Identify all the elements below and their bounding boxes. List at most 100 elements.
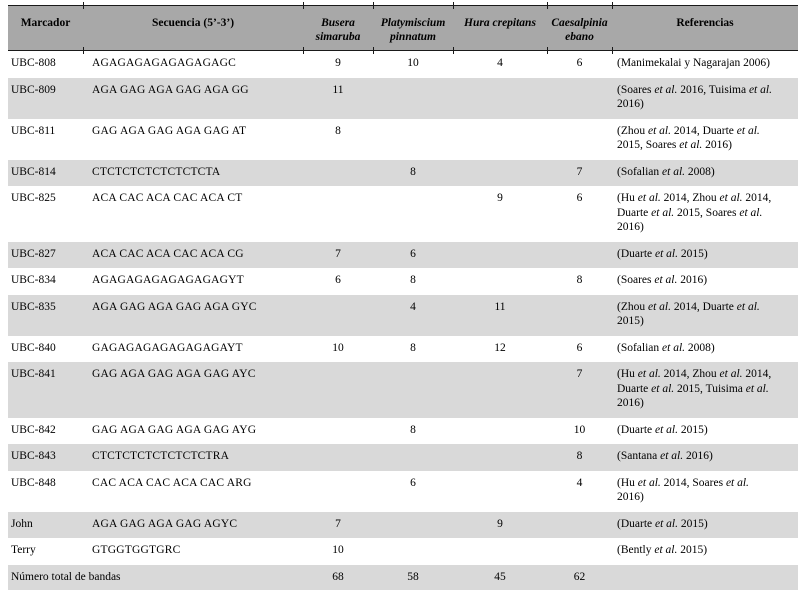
sequence-cell: CTCTCTCTCTCTCTCTA bbox=[83, 159, 303, 186]
references-cell: (Soares et al. 2016) bbox=[612, 268, 798, 295]
hura-count-cell bbox=[453, 538, 547, 565]
references-cell bbox=[612, 564, 798, 590]
busera-count-cell bbox=[303, 444, 373, 471]
table-row: UBC-848 CAC ACA CAC ACA CAC ARG 6 4 (Hu et a… bbox=[8, 470, 798, 512]
hura-count-cell: 45 bbox=[453, 564, 547, 590]
table-row: UBC-811 GAG AGA GAG AGA GAG AT 8 (Zhou et a… bbox=[8, 118, 798, 160]
marker-cell: Terry bbox=[8, 538, 83, 565]
sequence-cell: ACA CAC ACA CAC ACA CG bbox=[83, 241, 303, 268]
references-cell: (Sofalian et al. 2008) bbox=[612, 335, 798, 362]
table-row: UBC-835 AGA GAG AGA GAG AGA GYC 4 11 (Zhou e… bbox=[8, 294, 798, 336]
caesalpinia-count-cell: 6 bbox=[547, 50, 612, 78]
table-row: UBC-808 AGAGAGAGAGAGAGAGC 9 10 4 6 (Manimekala… bbox=[8, 50, 798, 78]
marker-cell: UBC-848 bbox=[8, 470, 83, 512]
marker-cell: UBC-808 bbox=[8, 50, 83, 78]
marker-cell: UBC-843 bbox=[8, 444, 83, 471]
caesalpinia-count-cell: 10 bbox=[547, 417, 612, 444]
col-header-caesalpinia-ebano: Caesalpinia ebano bbox=[546, 1, 612, 54]
hura-count-cell bbox=[453, 444, 547, 471]
platymiscium-count-cell: 6 bbox=[373, 470, 453, 512]
marker-cell: John bbox=[8, 511, 83, 538]
busera-count-cell bbox=[303, 294, 373, 336]
marker-cell: UBC-814 bbox=[8, 159, 83, 186]
sequence-cell: AGA GAG AGA GAG AGA GYC bbox=[83, 294, 303, 336]
platymiscium-count-cell: 58 bbox=[373, 564, 453, 590]
references-cell: (Santana et al. 2016) bbox=[612, 444, 798, 471]
sequence-cell: AGA GAG AGA GAG AGYC bbox=[83, 511, 303, 538]
sequence-cell: AGAGAGAGAGAGAGAGYT bbox=[83, 268, 303, 295]
caesalpinia-count-cell: 8 bbox=[547, 268, 612, 295]
references-cell: (Duarte et al. 2015) bbox=[612, 241, 798, 268]
col-header-busera-simaruba: Busera simaruba bbox=[302, 1, 373, 54]
table-row: UBC-814 CTCTCTCTCTCTCTCTA 8 7 (Sofalian et a… bbox=[8, 159, 798, 186]
sequence-cell: CAC ACA CAC ACA CAC ARG bbox=[83, 470, 303, 512]
caesalpinia-count-cell bbox=[547, 118, 612, 160]
table-row: UBC-842 GAG AGA GAG AGA GAG AYG 8 10 (Duarte… bbox=[8, 417, 798, 444]
hura-count-cell bbox=[453, 362, 547, 418]
references-cell: (Zhou et al. 2014, Duarte et al. 2015, S… bbox=[612, 118, 798, 160]
busera-count-cell: 7 bbox=[303, 241, 373, 268]
platymiscium-count-cell bbox=[373, 362, 453, 418]
col-header-platymiscium-pinnatum: Platymiscium pinnatum bbox=[372, 1, 453, 54]
platymiscium-count-cell bbox=[373, 77, 453, 119]
table-row: Número total de bandas 68 58 45 62 bbox=[8, 564, 798, 590]
table-row: UBC-841 GAG AGA GAG AGA GAG AYC 7 (Hu et al… bbox=[8, 362, 798, 418]
table-row: UBC-827 ACA CAC ACA CAC ACA CG 7 6 (Duarte e… bbox=[8, 241, 798, 268]
references-cell: (Duarte et al. 2015) bbox=[612, 511, 798, 538]
marker-cell: UBC-842 bbox=[8, 417, 83, 444]
hura-count-cell bbox=[453, 470, 547, 512]
col-header-marcador: Marcador bbox=[8, 5, 83, 51]
sequence-cell: GAG AGA GAG AGA GAG AYG bbox=[83, 417, 303, 444]
caesalpinia-count-cell: 8 bbox=[547, 444, 612, 471]
platymiscium-count-cell bbox=[373, 538, 453, 565]
caesalpinia-count-cell: 7 bbox=[547, 159, 612, 186]
hura-count-cell bbox=[453, 159, 547, 186]
references-cell: (Sofalian et al. 2008) bbox=[612, 159, 798, 186]
caesalpinia-count-cell bbox=[547, 294, 612, 336]
caesalpinia-count-cell: 6 bbox=[547, 335, 612, 362]
marker-cell: UBC-825 bbox=[8, 186, 83, 242]
busera-count-cell bbox=[303, 362, 373, 418]
hura-count-cell bbox=[453, 118, 547, 160]
busera-count-cell: 68 bbox=[303, 564, 373, 590]
platymiscium-count-cell bbox=[373, 118, 453, 160]
caesalpinia-count-cell: 4 bbox=[547, 470, 612, 512]
caesalpinia-count-cell: 6 bbox=[547, 186, 612, 242]
busera-count-cell bbox=[303, 417, 373, 444]
caesalpinia-count-cell bbox=[547, 241, 612, 268]
caesalpinia-count-cell: 62 bbox=[547, 564, 612, 590]
references-cell: (Manimekalai y Nagarajan 2006) bbox=[612, 50, 798, 78]
platymiscium-count-cell: 6 bbox=[373, 241, 453, 268]
col-header-referencias: Referencias bbox=[611, 1, 798, 54]
table-row: UBC-840 GAGAGAGAGAGAGAGAYT 10 8 12 6 (Sofalian… bbox=[8, 335, 798, 362]
references-cell: (Zhou et al. 2014, Duarte et al. 2015) bbox=[612, 294, 798, 336]
sequence-cell: AGA GAG AGA GAG AGA GG bbox=[83, 77, 303, 119]
table-row: UBC-834 AGAGAGAGAGAGAGAGYT 6 8 8 (Soares et a… bbox=[8, 268, 798, 295]
busera-count-cell bbox=[303, 470, 373, 512]
platymiscium-count-cell: 8 bbox=[373, 417, 453, 444]
hura-count-cell: 12 bbox=[453, 335, 547, 362]
sequence-cell: GAG AGA GAG AGA GAG AYC bbox=[83, 362, 303, 418]
col-header-secuencia: Secuencia (5’-3’) bbox=[82, 1, 303, 54]
table-row: UBC-809 AGA GAG AGA GAG AGA GG 11 (Soares e… bbox=[8, 77, 798, 119]
marker-cell: UBC-811 bbox=[8, 118, 83, 160]
busera-count-cell: 10 bbox=[303, 538, 373, 565]
marker-cell: UBC-834 bbox=[8, 268, 83, 295]
busera-count-cell bbox=[303, 186, 373, 242]
busera-count-cell: 8 bbox=[303, 118, 373, 160]
references-cell: (Hu et al. 2014, Soares et al. 2016) bbox=[612, 470, 798, 512]
marker-cell: UBC-809 bbox=[8, 77, 83, 119]
table-row: UBC-843 CTCTCTCTCTCTCTCTRA 8 (Santana et al… bbox=[8, 444, 798, 471]
marker-cell: UBC-835 bbox=[8, 294, 83, 336]
caesalpinia-count-cell bbox=[547, 538, 612, 565]
sequence-cell: GTGGTGGTGRC bbox=[83, 538, 303, 565]
platymiscium-count-cell: 8 bbox=[373, 268, 453, 295]
platymiscium-count-cell bbox=[373, 511, 453, 538]
references-cell: (Bently et al. 2015) bbox=[612, 538, 798, 565]
sequence-cell: AGAGAGAGAGAGAGAGC bbox=[83, 50, 303, 78]
hura-count-cell: 9 bbox=[453, 186, 547, 242]
table-row: UBC-825 ACA CAC ACA CAC ACA CT 9 6 (Hu et al… bbox=[8, 186, 798, 242]
busera-count-cell: 10 bbox=[303, 335, 373, 362]
hura-count-cell: 4 bbox=[453, 50, 547, 78]
